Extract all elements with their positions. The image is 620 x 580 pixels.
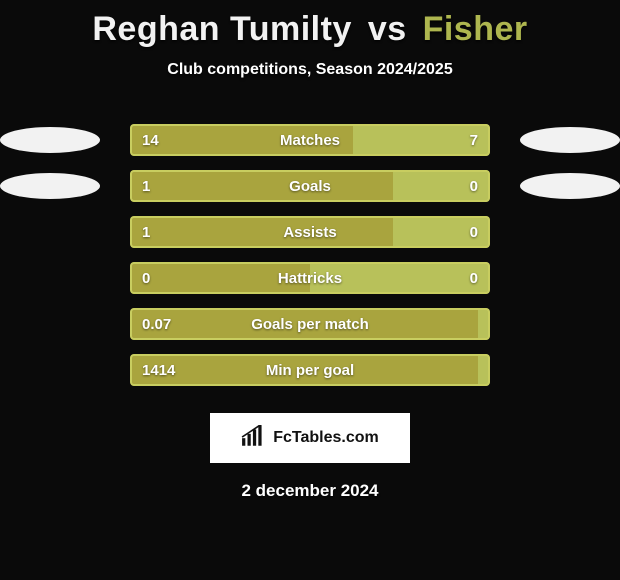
stat-row: 147Matches [0, 117, 620, 163]
stat-value-left: 0.07 [130, 308, 478, 340]
subtitle: Club competitions, Season 2024/2025 [0, 61, 620, 79]
title-player1: Reghan Tumilty [92, 10, 352, 48]
title-vs: vs [368, 10, 407, 48]
stat-bar: 10Goals [130, 170, 490, 202]
stat-bar: 1414Min per goal [130, 354, 490, 386]
chart-icon [241, 425, 267, 452]
stats-container: 147Matches 10Goals 10Assists 00Hattricks 0.0… [0, 117, 620, 393]
stat-bar: 0.07Goals per match [130, 308, 490, 340]
stat-value-right: 7 [353, 124, 490, 156]
stat-value-left: 1 [130, 216, 393, 248]
stat-row: 0.07Goals per match [0, 301, 620, 347]
stat-value-right [478, 308, 490, 340]
title-player2: Fisher [423, 10, 528, 48]
stat-row: 10Goals [0, 163, 620, 209]
watermark-badge: FcTables.com [210, 413, 410, 463]
stat-value-right [478, 354, 490, 386]
team-oval-right [520, 173, 620, 199]
stat-bar: 147Matches [130, 124, 490, 156]
team-oval-right [520, 127, 620, 153]
stat-value-left: 14 [130, 124, 353, 156]
footer-date: 2 december 2024 [0, 481, 620, 501]
team-oval-left [0, 127, 100, 153]
stat-row: 1414Min per goal [0, 347, 620, 393]
stat-bar: 00Hattricks [130, 262, 490, 294]
team-oval-left [0, 173, 100, 199]
stat-value-right: 0 [393, 216, 490, 248]
stat-value-right: 0 [310, 262, 490, 294]
stat-row: 10Assists [0, 209, 620, 255]
stat-value-left: 1 [130, 170, 393, 202]
stat-value-left: 0 [130, 262, 310, 294]
stat-value-left: 1414 [130, 354, 478, 386]
stat-row: 00Hattricks [0, 255, 620, 301]
stat-value-right: 0 [393, 170, 490, 202]
watermark-text: FcTables.com [273, 429, 379, 447]
page-title: Reghan Tumilty vs Fisher [0, 0, 620, 49]
stat-bar: 10Assists [130, 216, 490, 248]
